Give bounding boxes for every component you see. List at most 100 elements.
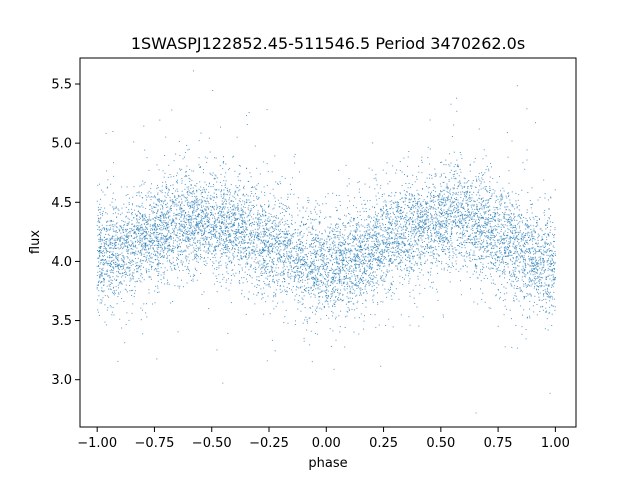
data-point	[471, 208, 473, 210]
data-point	[202, 237, 204, 239]
data-point	[149, 264, 151, 266]
data-point	[131, 230, 133, 231]
data-point	[203, 220, 205, 222]
data-point	[373, 247, 375, 248]
data-point	[408, 239, 409, 241]
data-point	[457, 210, 459, 212]
data-point	[403, 234, 405, 236]
data-point	[492, 247, 494, 249]
data-point	[124, 238, 125, 240]
data-point	[404, 232, 406, 233]
data-point	[374, 221, 376, 223]
data-point	[140, 265, 142, 267]
data-point	[282, 218, 284, 220]
data-point	[328, 251, 330, 252]
data-point	[118, 272, 120, 274]
data-point	[517, 280, 519, 282]
data-point	[205, 230, 207, 232]
data-point	[540, 228, 542, 230]
data-point	[313, 251, 315, 253]
data-point	[268, 283, 270, 285]
data-point	[539, 258, 541, 260]
data-point	[184, 221, 186, 223]
data-point	[235, 233, 237, 235]
data-point	[420, 227, 422, 229]
data-point	[544, 289, 546, 291]
data-point	[240, 232, 242, 234]
data-point	[438, 220, 440, 222]
data-point	[162, 227, 164, 229]
data-point	[289, 262, 291, 264]
data-point	[349, 277, 351, 279]
data-point	[482, 225, 484, 227]
data-point	[408, 270, 410, 272]
data-point	[426, 226, 428, 228]
data-point	[547, 264, 549, 266]
data-point	[463, 177, 465, 179]
data-point	[271, 339, 273, 341]
data-point	[112, 291, 114, 293]
data-point	[216, 206, 218, 208]
data-point	[391, 238, 393, 239]
data-point	[184, 176, 186, 178]
data-point	[403, 157, 405, 159]
data-point	[164, 216, 166, 218]
data-point	[530, 281, 532, 283]
data-point	[230, 260, 232, 262]
data-point	[112, 253, 114, 255]
data-point	[146, 303, 147, 305]
data-point	[196, 210, 198, 212]
data-point	[476, 265, 478, 267]
data-point	[195, 245, 197, 247]
data-point	[439, 194, 441, 196]
data-point	[143, 237, 145, 239]
data-point	[459, 243, 460, 245]
data-point	[330, 247, 332, 249]
data-point	[134, 209, 135, 211]
data-point	[487, 231, 489, 233]
data-point	[451, 227, 453, 229]
data-point	[483, 211, 485, 213]
data-point	[516, 347, 518, 349]
data-point	[244, 242, 246, 244]
data-point	[329, 259, 331, 261]
data-point	[524, 246, 526, 248]
data-point	[429, 193, 431, 195]
data-point	[159, 228, 161, 230]
data-point	[443, 172, 445, 174]
data-point	[96, 284, 98, 286]
data-point	[390, 204, 392, 206]
data-point	[200, 215, 202, 217]
data-point	[389, 232, 391, 233]
data-point	[471, 224, 473, 226]
data-point	[97, 234, 99, 236]
data-point	[176, 262, 178, 264]
data-point	[491, 228, 493, 230]
data-point	[262, 242, 264, 244]
data-point	[528, 226, 530, 227]
data-point	[321, 290, 323, 292]
data-point	[125, 206, 127, 208]
data-point	[256, 284, 258, 286]
data-point	[162, 206, 164, 207]
data-point	[388, 243, 389, 244]
data-point	[322, 268, 324, 270]
data-point	[155, 206, 157, 208]
data-point	[342, 299, 344, 301]
data-point	[464, 195, 466, 197]
data-point	[499, 218, 501, 220]
data-point	[498, 215, 500, 217]
data-point	[450, 267, 452, 269]
data-point	[484, 232, 486, 233]
data-point	[104, 295, 106, 297]
data-point	[290, 234, 292, 236]
data-point	[447, 199, 449, 201]
data-point	[420, 214, 421, 216]
data-point	[480, 183, 482, 185]
data-point	[164, 225, 166, 227]
data-point	[441, 161, 443, 163]
data-point	[185, 212, 186, 214]
data-point	[203, 213, 205, 215]
data-point	[271, 246, 272, 247]
data-point	[257, 183, 259, 185]
